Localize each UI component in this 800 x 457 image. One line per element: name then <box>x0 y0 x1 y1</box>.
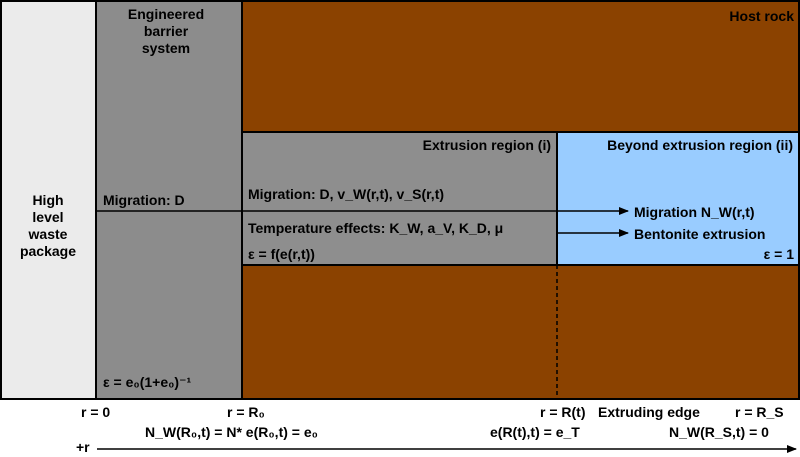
hlw-label-line3: waste <box>28 226 68 242</box>
barrier-porosity-label: ε = e₀(1+e₀)⁻¹ <box>103 374 191 390</box>
host-rock-lower <box>241 264 800 400</box>
beyond-extrusion-region <box>556 131 800 266</box>
temperature-effects-label: Temperature effects: K_W, a_V, K_D, μ <box>248 220 503 236</box>
host-rock-upper <box>241 0 800 133</box>
bc-inner: N_W(R₀,t) = N* e(R₀,t) = e₀ <box>145 424 318 440</box>
axis-extruding-edge: Extruding edge <box>598 404 700 420</box>
migration-nw-label: Migration N_W(r,t) <box>634 204 755 220</box>
extrusion-migration-label: Migration: D, v_W(r,t), v_S(r,t) <box>248 186 444 202</box>
ebs-label-line3: system <box>142 40 190 56</box>
bc-outer: N_W(R_S,t) = 0 <box>669 424 769 440</box>
engineered-barrier-region <box>95 0 243 400</box>
ebs-label-line2: barrier <box>144 23 189 39</box>
axis-direction: +r <box>76 439 90 455</box>
waste-package-region <box>0 0 97 400</box>
bentonite-extrusion-label: Bentonite extrusion <box>634 226 765 242</box>
barrier-migration-label: Migration: D <box>103 192 185 208</box>
axis-rRS: r = R_S <box>735 404 784 420</box>
beyond-region-label: Beyond extrusion region (ii) <box>607 137 793 153</box>
beyond-porosity-label: ε = 1 <box>764 246 795 262</box>
bc-front: e(R(t),t) = e_T <box>490 424 580 440</box>
extrusion-porosity-label: ε = f(e(r,t)) <box>248 246 315 262</box>
axis-r0: r = 0 <box>81 404 110 420</box>
hlw-label-line1: High <box>32 192 63 208</box>
extrusion-region-label: Extrusion region (i) <box>423 137 551 153</box>
host-rock-label: Host rock <box>729 8 794 24</box>
hlw-label-line2: level <box>32 209 63 225</box>
axis-rR0: r = R₀ <box>227 404 265 420</box>
extrusion-region <box>241 131 558 266</box>
ebs-label-line1: Engineered <box>128 6 204 22</box>
hlw-label-line4: package <box>20 243 76 259</box>
axis-rRt: r = R(t) <box>540 404 586 420</box>
